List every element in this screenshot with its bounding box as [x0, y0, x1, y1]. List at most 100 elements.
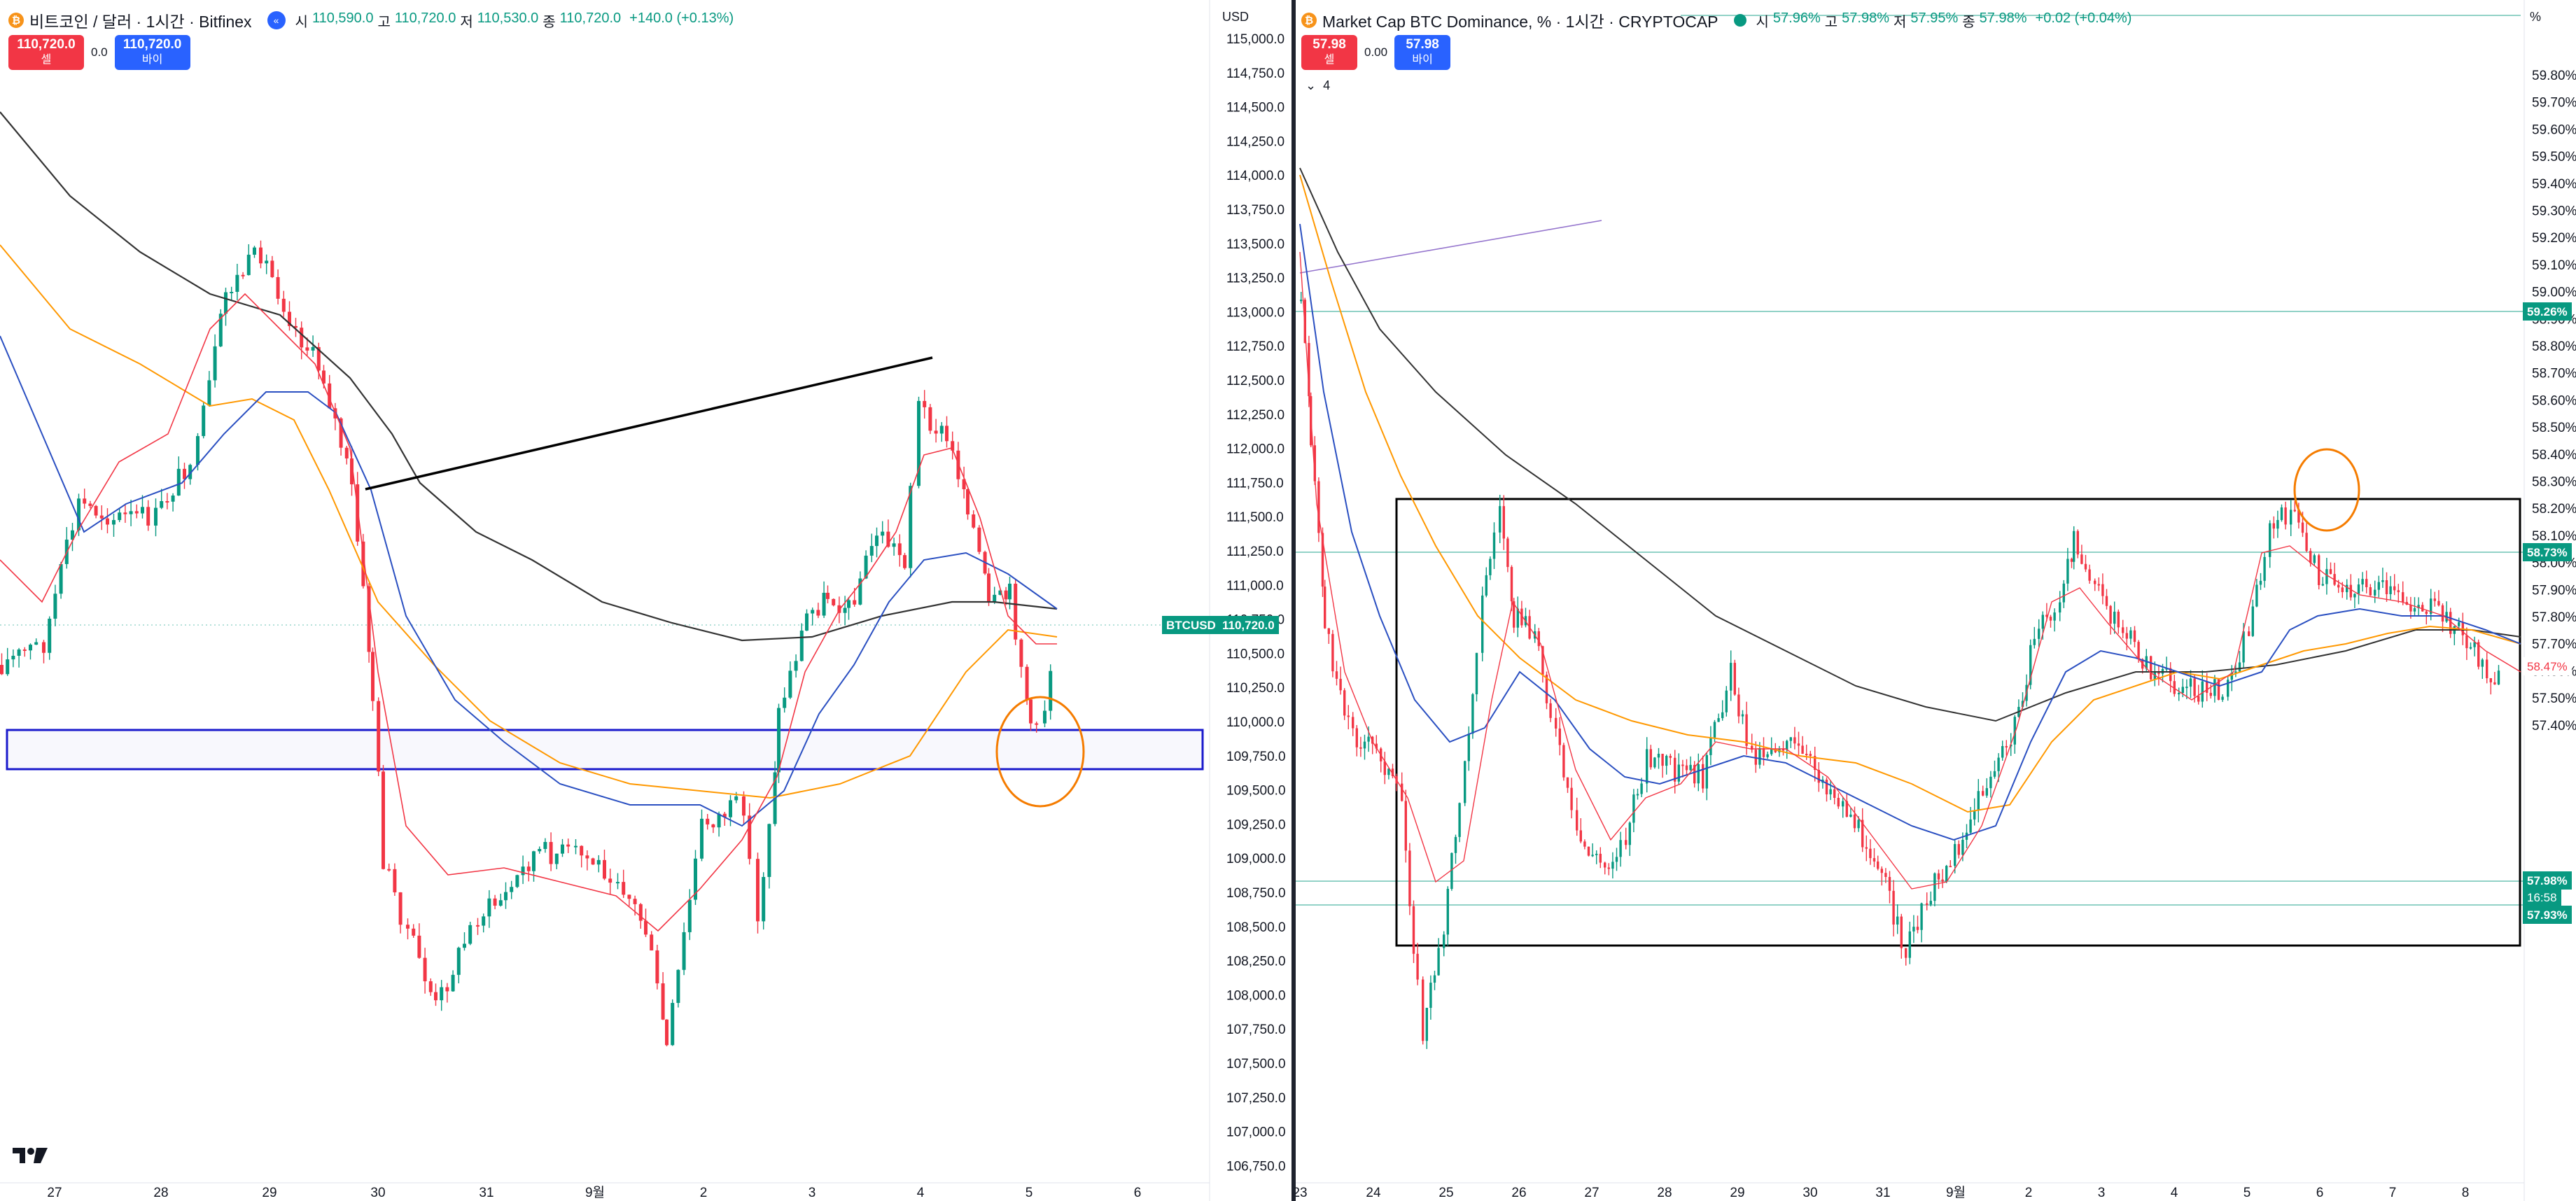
candle-body	[1516, 608, 1519, 628]
market-status-icon[interactable]	[1733, 14, 1746, 27]
price-axis-tick: 107,750.0	[1226, 1023, 1286, 1037]
candle-body	[1513, 601, 1516, 628]
candle-body	[276, 276, 280, 299]
currency-label[interactable]: USD	[1222, 10, 1250, 24]
candle-body	[29, 645, 32, 651]
candle-body	[1713, 722, 1716, 738]
candle-body	[998, 590, 1002, 595]
candle-body	[1758, 747, 1761, 765]
level-tag-4: 57.93%	[2523, 906, 2572, 924]
candle-body	[118, 512, 122, 521]
unit-label[interactable]: %	[2530, 10, 2542, 24]
indicators-toggle[interactable]: ⌄ 4	[1306, 78, 1330, 93]
candle-body	[493, 898, 497, 906]
candle-body	[350, 458, 354, 485]
low-label: 저	[1893, 14, 1907, 30]
candle-body	[2369, 587, 2372, 596]
candle-body	[2122, 627, 2124, 633]
candle-body	[1793, 737, 1796, 744]
candle-body	[1929, 901, 1932, 905]
candle-body	[2301, 522, 2304, 533]
candle-body	[34, 642, 38, 645]
candle-body	[2349, 584, 2352, 598]
candle-body	[0, 665, 4, 675]
pane-divider[interactable]	[1292, 0, 1296, 1201]
chart-legend: ₿ Market Cap BTC Dominance, % · 1시간 · CR…	[1301, 8, 2132, 32]
candle-body	[2213, 679, 2216, 696]
candle-body	[1697, 764, 1700, 784]
open-value: 110,590.0	[312, 10, 374, 26]
candle-body	[482, 916, 486, 926]
time-axis-tick: 5	[2244, 1186, 2251, 1200]
buy-button[interactable]: 57.98 바이	[1394, 35, 1451, 70]
candle-body	[1900, 916, 1903, 948]
percent-axis-tick: 59.30%	[2532, 204, 2576, 219]
time-axis-tick: 30	[370, 1186, 385, 1200]
high-label: 고	[377, 14, 391, 30]
candle-body	[1404, 801, 1407, 851]
candle-body	[83, 498, 87, 504]
sell-button[interactable]: 57.98 셀	[1301, 35, 1357, 70]
price-axis-tick: 109,750.0	[1226, 750, 1286, 764]
candle-body	[1842, 801, 1844, 807]
chevron-down-icon[interactable]: ⌄	[1306, 78, 1317, 92]
candle-body	[2059, 602, 2062, 613]
sell-label: 셀	[1324, 54, 1335, 66]
bitcoin-icon: ₿	[8, 13, 24, 28]
candle-body	[382, 771, 385, 869]
candle-body	[253, 247, 256, 255]
candle-body	[1566, 777, 1569, 788]
btc-dominance-chart-pane[interactable]: 59.80% 59.70% 59.60% 59.50% 59.40% 59.30% 59.2…	[1296, 0, 2576, 1201]
candle-body	[847, 600, 850, 608]
ma-50-line	[1299, 223, 2521, 841]
candle-body	[183, 468, 186, 479]
ohlc-values: 시 110,590.0 고 110,720.0 저 110,530.0 종 110,72…	[295, 10, 734, 31]
candle-body	[2088, 569, 2091, 581]
btc-dominance-chart[interactable]: 59.80% 59.70% 59.60% 59.50% 59.40% 59.30% 59.2…	[1296, 0, 2576, 1201]
candle-body	[2259, 580, 2262, 585]
symbol-title[interactable]: 비트코인 / 달러 · 1시간 · Bitfinex	[29, 13, 252, 31]
candle-body	[2437, 600, 2440, 605]
sell-button[interactable]: 110,720.0 셀	[8, 35, 84, 70]
price-axis-tick: 107,000.0	[1226, 1125, 1286, 1140]
highlight-circle	[995, 696, 1085, 808]
candle-body	[339, 418, 343, 448]
symbol-title[interactable]: Market Cap BTC Dominance, % · 1시간 · CRYP…	[1322, 13, 1718, 31]
candle-body	[1422, 979, 1424, 1041]
candle-body	[146, 507, 150, 526]
candle-body	[1725, 690, 1728, 712]
candle-body	[1545, 675, 1548, 703]
candle-body	[1625, 840, 1628, 845]
time-axis-tick: 7	[2389, 1186, 2397, 1200]
candle-body	[1502, 506, 1505, 539]
candle-body	[962, 479, 966, 490]
buy-label: 바이	[1412, 54, 1433, 66]
candle-body	[106, 518, 109, 525]
high-label: 고	[1824, 14, 1838, 30]
candle-body	[1809, 754, 1812, 757]
candle-body	[1352, 717, 1354, 729]
candle-body	[42, 642, 46, 653]
candle-body	[1865, 847, 1868, 849]
candle-body	[123, 512, 127, 514]
level-tag-2: 58.73%	[2523, 543, 2572, 561]
candle-body	[1853, 814, 1856, 829]
collapse-legend-icon[interactable]: «	[267, 11, 286, 29]
candle-body	[463, 943, 466, 948]
btcusd-price-chart[interactable]: 115,000.0 114,750.0 114,500.0 114,250.0 114,…	[0, 0, 1292, 1201]
candle-body	[1562, 745, 1565, 778]
candle-body	[1989, 776, 1992, 789]
buy-price: 110,720.0	[122, 37, 182, 52]
buy-button[interactable]: 110,720.0 바이	[114, 35, 190, 70]
btcusd-chart-pane[interactable]: 115,000.0 114,750.0 114,500.0 114,250.0 114,…	[0, 0, 1292, 1201]
candle-body	[1805, 754, 1808, 756]
symbol-tag: BTCUSD	[1162, 616, 1220, 634]
candle-body	[2101, 584, 2104, 596]
candle-body	[2073, 531, 2076, 562]
tradingview-logo-icon[interactable]	[11, 1145, 49, 1166]
price-axis-tick: 111,750.0	[1226, 476, 1284, 491]
candle-body	[1339, 678, 1342, 691]
candle-body	[561, 844, 564, 854]
candle-body	[176, 468, 181, 496]
candle-body	[1657, 753, 1660, 758]
